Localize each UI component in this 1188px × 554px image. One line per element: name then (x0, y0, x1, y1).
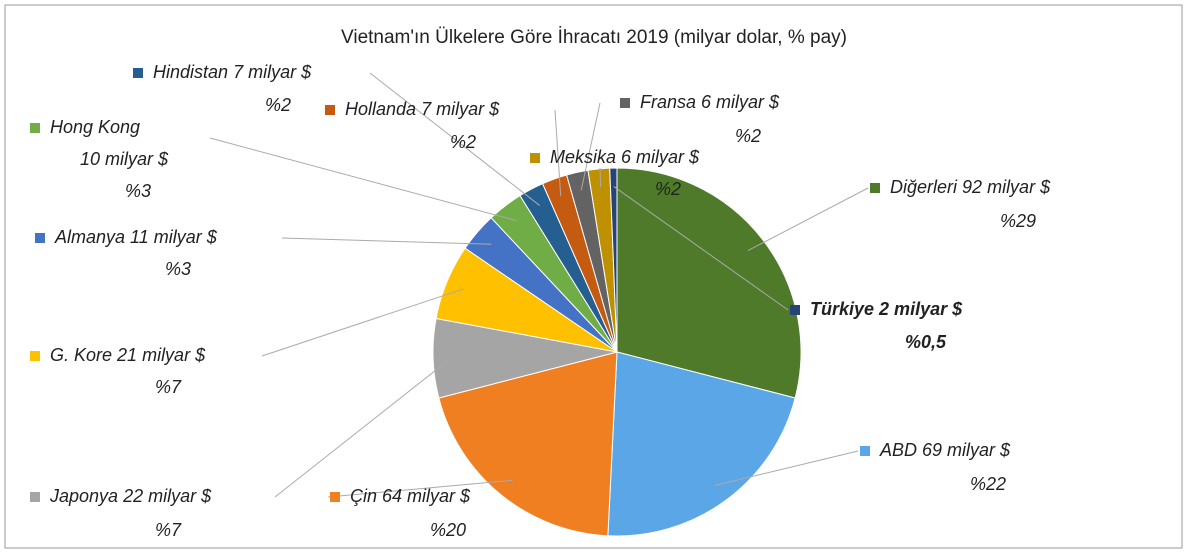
legend-marker (530, 153, 540, 163)
leader-line (209, 137, 517, 222)
leader-line (715, 450, 859, 486)
data-label: Japonya 22 milyar $ (49, 486, 212, 506)
chart-title: Vietnam'ın Ülkelere Göre İhracatı 2019 (… (341, 27, 847, 48)
value-label: 6 milyar $ (621, 147, 700, 167)
value-label: 7 milyar $ (421, 99, 500, 119)
legend-marker (325, 105, 335, 115)
category-label: Hollanda (345, 99, 416, 119)
leader-line (369, 72, 541, 206)
leader-line (613, 186, 789, 311)
percent-label: %29 (1000, 211, 1036, 231)
leader-line (599, 167, 602, 188)
legend-marker (30, 492, 40, 502)
leader-line (747, 187, 869, 252)
percent-label: %0,5 (905, 332, 947, 352)
category-label: Diğerleri (890, 177, 958, 197)
value-label: 7 milyar $ (233, 62, 312, 82)
leader-line (554, 109, 562, 197)
legend-marker (30, 351, 40, 361)
category-label: Hong Kong (50, 117, 140, 137)
category-label: Meksika (550, 147, 616, 167)
leader-line (281, 237, 492, 245)
data-label: Diğerleri 92 milyar $ (890, 177, 1051, 197)
legend-marker (620, 98, 630, 108)
data-label: Hollanda 7 milyar $ (345, 99, 500, 119)
value-label: 22 milyar $ (122, 486, 212, 506)
pie-slice (607, 351, 796, 537)
data-label: G. Kore 21 milyar $ (50, 345, 206, 365)
leader-line (580, 102, 601, 191)
percent-label: %7 (155, 377, 182, 397)
percent-label: %2 (655, 179, 681, 199)
legend-marker (133, 68, 143, 78)
value-label: 69 milyar $ (922, 440, 1011, 460)
data-label: ABD 69 milyar $ (879, 440, 1011, 460)
data-label: Türkiye 2 milyar $ (810, 299, 963, 319)
percent-label: %7 (155, 520, 182, 540)
legend-marker (870, 183, 880, 193)
pie-slice (609, 167, 618, 353)
legend-marker (860, 446, 870, 456)
category-label: G. Kore (50, 345, 112, 365)
percent-label: %22 (970, 474, 1006, 494)
data-label: Çin 64 milyar $ (350, 486, 471, 506)
legend-marker (30, 123, 40, 133)
value-label: 64 milyar $ (382, 486, 471, 506)
category-label: Hindistan (153, 62, 228, 82)
legend-marker (790, 305, 800, 315)
value-label: 10 milyar $ (80, 149, 169, 169)
value-label: 92 milyar $ (962, 177, 1051, 197)
category-label: Almanya (54, 227, 125, 247)
data-label: Fransa 6 milyar $ (640, 92, 780, 112)
percent-label: %2 (450, 132, 476, 152)
percent-label: %3 (125, 181, 151, 201)
category-label: Türkiye (810, 299, 874, 319)
leader-line (274, 357, 452, 498)
pie-slice (438, 351, 618, 537)
data-label: Meksika 6 milyar $ (550, 147, 700, 167)
data-label: Almanya 11 milyar $ (54, 227, 218, 247)
data-label: Hindistan 7 milyar $ (153, 62, 312, 82)
leader-line (327, 479, 513, 498)
pie-slice (616, 167, 802, 399)
percent-label: %2 (735, 126, 761, 146)
category-label: Japonya (49, 486, 118, 506)
category-label: ABD (879, 440, 917, 460)
percent-label: %3 (165, 259, 191, 279)
legend-marker (35, 233, 45, 243)
value-label: 21 milyar $ (116, 345, 206, 365)
category-label: Fransa (640, 92, 696, 112)
leader-line (261, 288, 465, 357)
percent-label: %2 (265, 95, 291, 115)
value-label: 6 milyar $ (701, 92, 780, 112)
percent-label: %20 (430, 520, 466, 540)
value-label: 11 milyar $ (130, 227, 218, 247)
legend-marker (330, 492, 340, 502)
value-label: 2 milyar $ (878, 299, 963, 319)
category-label: Çin (350, 486, 377, 506)
data-label: Hong Kong 10 milyar $ (50, 117, 169, 169)
